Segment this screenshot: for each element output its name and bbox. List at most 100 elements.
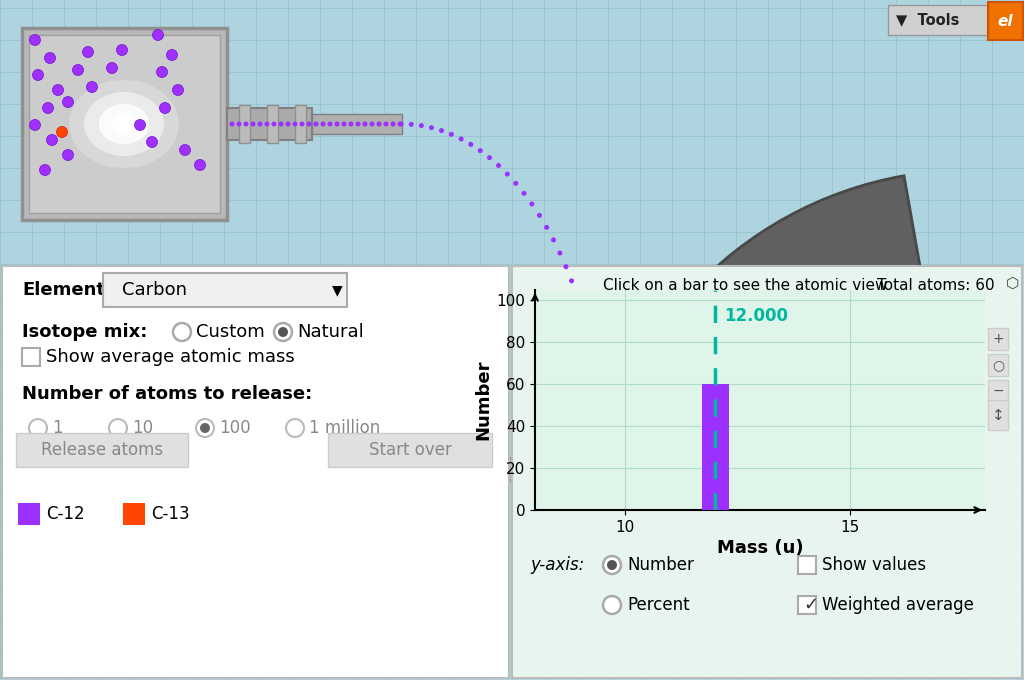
Circle shape	[157, 67, 168, 78]
Bar	[701, 384, 728, 510]
Circle shape	[513, 181, 518, 186]
Circle shape	[390, 122, 395, 126]
Circle shape	[370, 122, 375, 126]
Circle shape	[62, 150, 74, 160]
Circle shape	[264, 122, 269, 126]
Circle shape	[274, 323, 292, 341]
Circle shape	[384, 122, 388, 126]
FancyBboxPatch shape	[239, 105, 250, 143]
Text: Carbon: Carbon	[122, 281, 187, 299]
Text: Start over: Start over	[369, 441, 452, 459]
FancyBboxPatch shape	[988, 400, 1008, 430]
Circle shape	[62, 97, 74, 107]
Text: Total atoms: 60: Total atoms: 60	[878, 278, 995, 293]
Circle shape	[321, 122, 326, 126]
FancyBboxPatch shape	[22, 28, 227, 220]
Circle shape	[579, 308, 584, 313]
Circle shape	[537, 213, 542, 218]
Circle shape	[521, 191, 526, 196]
Circle shape	[52, 84, 63, 95]
Ellipse shape	[99, 104, 150, 144]
Text: 100: 100	[219, 419, 251, 437]
Circle shape	[468, 142, 473, 147]
Circle shape	[607, 560, 617, 570]
Text: +: +	[992, 332, 1004, 346]
Circle shape	[179, 145, 190, 156]
Circle shape	[30, 35, 41, 46]
Y-axis label: Number: Number	[474, 360, 493, 440]
Circle shape	[598, 422, 603, 426]
Circle shape	[574, 293, 580, 298]
Circle shape	[544, 225, 549, 230]
Circle shape	[172, 84, 183, 95]
Circle shape	[173, 323, 191, 341]
Circle shape	[362, 122, 368, 126]
Text: y-axis:: y-axis:	[530, 556, 585, 574]
Circle shape	[106, 63, 118, 73]
Circle shape	[429, 125, 434, 130]
FancyBboxPatch shape	[988, 380, 1008, 402]
Wedge shape	[592, 175, 930, 530]
FancyBboxPatch shape	[18, 503, 40, 525]
FancyBboxPatch shape	[29, 35, 220, 213]
Circle shape	[449, 132, 454, 137]
Text: 1: 1	[52, 419, 62, 437]
Circle shape	[117, 44, 128, 56]
Text: ▼  Tools: ▼ Tools	[896, 12, 959, 27]
Ellipse shape	[69, 80, 179, 168]
Circle shape	[348, 122, 353, 126]
Circle shape	[279, 122, 284, 126]
Circle shape	[341, 122, 346, 126]
Circle shape	[167, 50, 177, 61]
Text: C-13: C-13	[151, 505, 189, 523]
Circle shape	[377, 122, 382, 126]
FancyBboxPatch shape	[312, 114, 402, 134]
X-axis label: Mass (u): Mass (u)	[717, 539, 803, 557]
Text: Natural: Natural	[297, 323, 364, 341]
Circle shape	[335, 122, 340, 126]
Circle shape	[587, 339, 592, 344]
FancyBboxPatch shape	[22, 348, 40, 366]
Text: ▼: ▼	[332, 283, 342, 297]
Circle shape	[496, 163, 501, 168]
Circle shape	[306, 122, 311, 126]
Circle shape	[398, 122, 403, 126]
Circle shape	[237, 122, 242, 126]
Circle shape	[286, 122, 291, 126]
FancyBboxPatch shape	[2, 266, 509, 678]
Text: el: el	[997, 14, 1013, 29]
Circle shape	[590, 355, 595, 360]
Circle shape	[459, 137, 464, 141]
Circle shape	[603, 556, 621, 574]
Text: Detector: Detector	[574, 485, 635, 499]
Text: Show values: Show values	[822, 556, 926, 574]
FancyBboxPatch shape	[798, 556, 816, 574]
Circle shape	[505, 171, 510, 177]
Ellipse shape	[84, 92, 164, 156]
Circle shape	[160, 103, 171, 114]
Text: −: −	[992, 384, 1004, 398]
FancyBboxPatch shape	[227, 108, 312, 140]
Circle shape	[419, 123, 424, 128]
Circle shape	[40, 165, 50, 175]
Circle shape	[271, 122, 276, 126]
FancyBboxPatch shape	[988, 328, 1008, 350]
Wedge shape	[580, 385, 671, 550]
Circle shape	[293, 122, 298, 126]
FancyBboxPatch shape	[123, 503, 145, 525]
Circle shape	[46, 135, 57, 146]
Text: 1 million: 1 million	[309, 419, 380, 437]
Circle shape	[439, 128, 444, 133]
Circle shape	[569, 278, 574, 284]
Circle shape	[478, 148, 482, 153]
Circle shape	[251, 122, 256, 126]
Circle shape	[557, 250, 562, 256]
Circle shape	[109, 419, 127, 437]
Text: Number of atoms to release:: Number of atoms to release:	[22, 385, 312, 403]
Circle shape	[551, 237, 556, 242]
Text: ○: ○	[992, 358, 1005, 372]
Text: Isotope mix:: Isotope mix:	[22, 323, 147, 341]
Circle shape	[73, 65, 84, 75]
Text: Weighted average: Weighted average	[822, 596, 974, 614]
Text: Element:: Element:	[22, 281, 112, 299]
